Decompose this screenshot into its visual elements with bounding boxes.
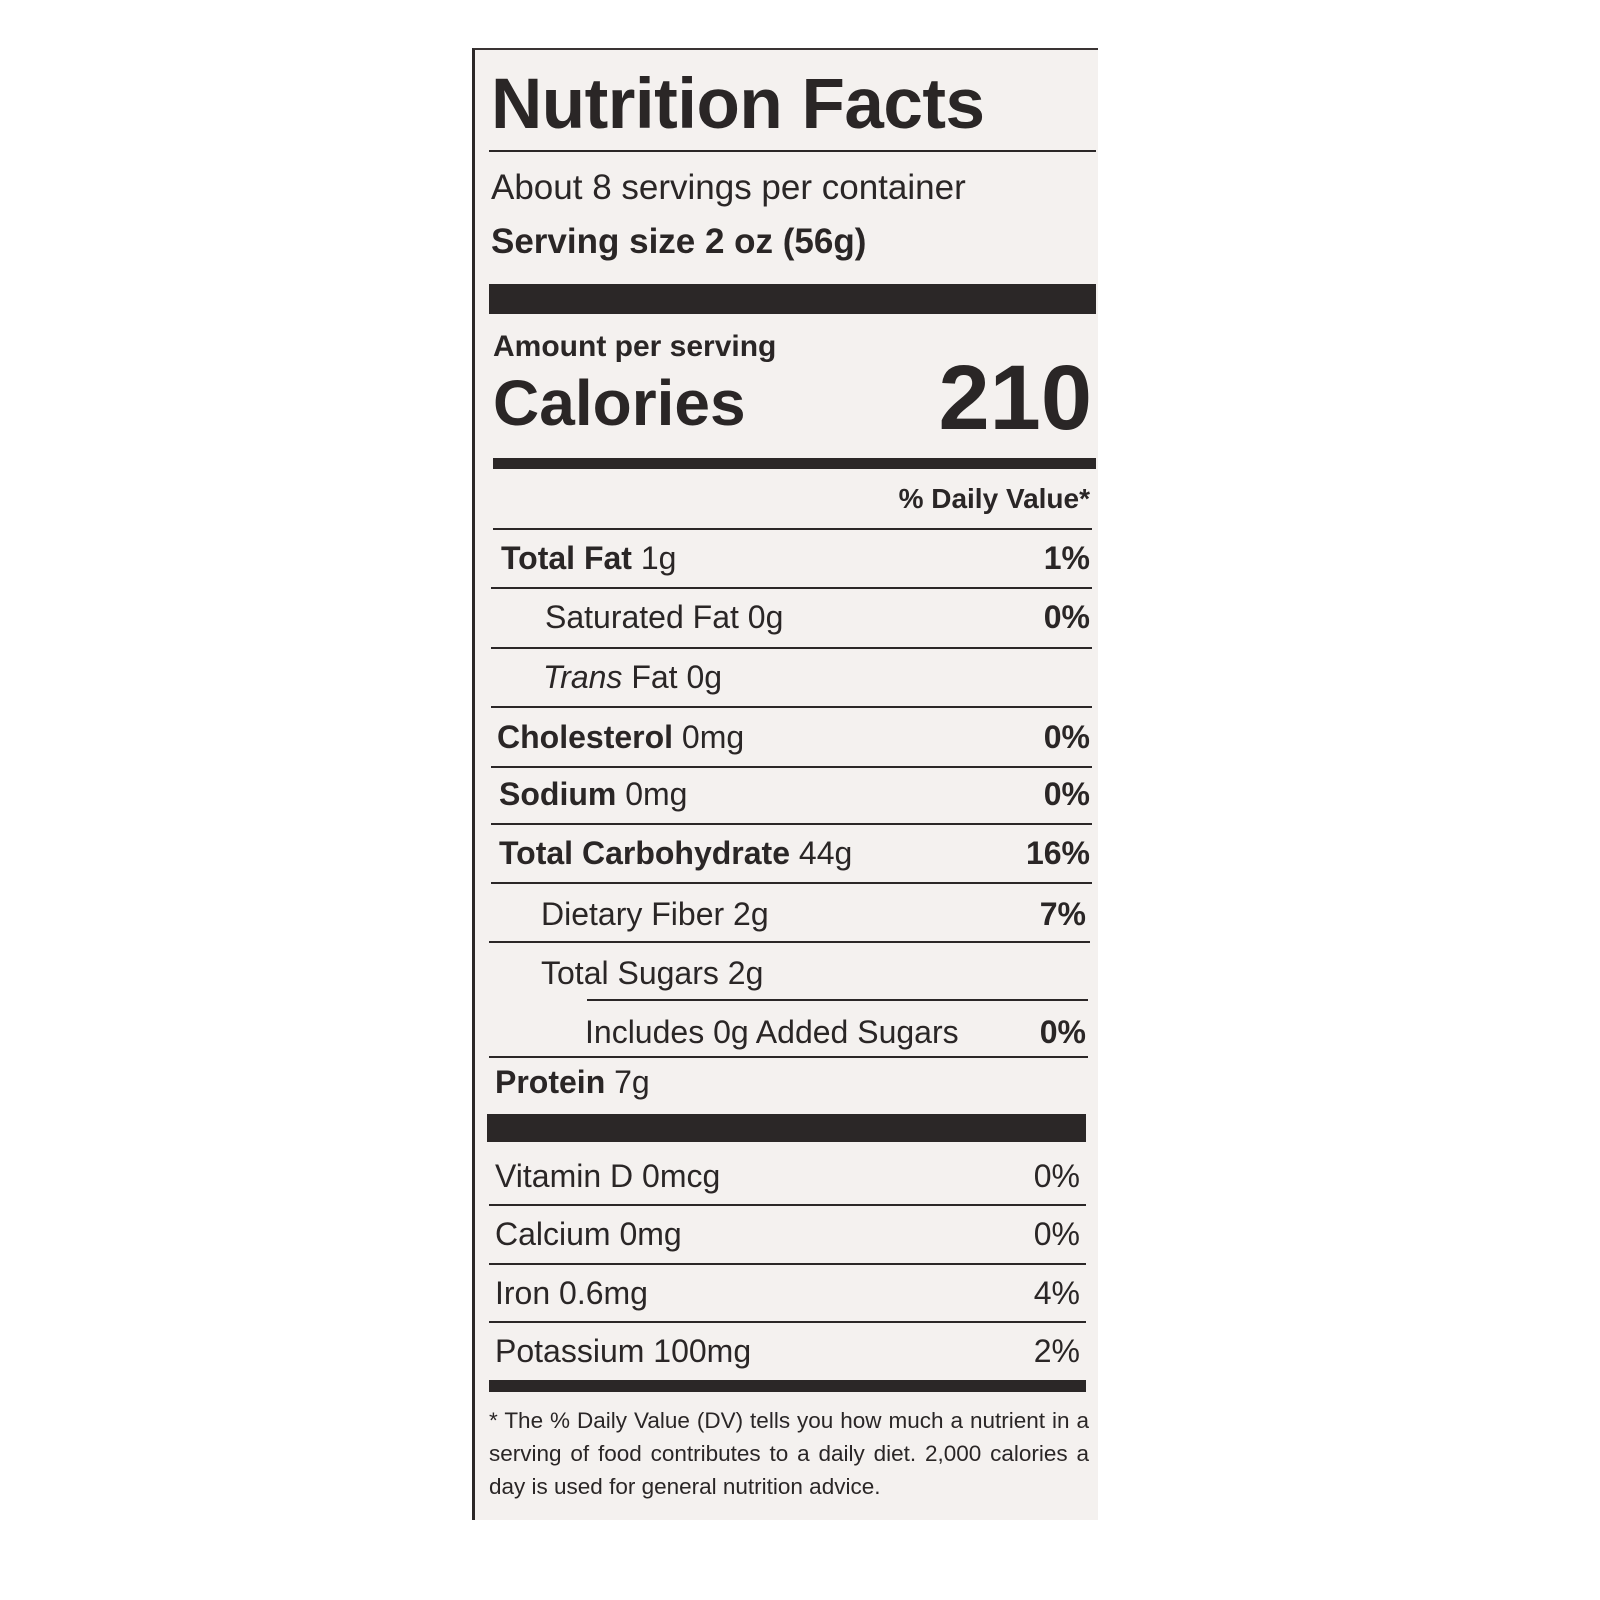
nutrient-row-sodium: Sodium 0mg 0% [499,775,1090,812]
vitamin-row-vitamin-d: Vitamin D 0mcg 0% [495,1157,1080,1194]
medium-divider [489,1380,1086,1392]
nutrient-row-total-sugars: Total Sugars 2g [541,954,764,991]
vitamin-row-iron: Iron 0.6mg 4% [495,1274,1080,1311]
serving-size: Serving size 2 oz (56g) [491,222,867,261]
nutrient-row-saturated-fat: Saturated Fat 0g 0% [545,598,1090,635]
servings-per-container: About 8 servings per container [491,168,966,207]
nutrition-facts-label: Nutrition Facts About 8 servings per con… [472,48,1098,1520]
nutrient-row-protein: Protein 7g [495,1063,650,1100]
calories-label: Calories [493,367,746,439]
daily-value-header: % Daily Value* [898,483,1090,514]
vitamin-row-potassium: Potassium 100mg 2% [495,1332,1080,1369]
nutrient-row-trans-fat: Trans Fat 0g [543,658,723,695]
divider [493,528,1092,530]
thick-divider [489,284,1096,314]
footnote: * The % Daily Value (DV) tells you how m… [489,1408,1089,1499]
nutrient-row-dietary-fiber: Dietary Fiber 2g 7% [541,895,1086,932]
label-title: Nutrition Facts [491,65,985,144]
calories-value: 210 [938,347,1093,449]
divider [489,150,1096,152]
nutrient-row-cholesterol: Cholesterol 0mg 0% [497,718,1090,755]
nutrient-row-total-carbohydrate: Total Carbohydrate 44g 16% [499,834,1090,871]
nutrient-row-total-fat: Total Fat 1g 1% [501,539,1090,576]
medium-divider [493,458,1096,469]
amount-per-serving: Amount per serving [493,330,777,363]
vitamin-row-calcium: Calcium 0mg 0% [495,1215,1080,1252]
nutrient-row-added-sugars: Includes 0g Added Sugars 0% [585,1013,1086,1050]
thick-divider [487,1114,1086,1142]
